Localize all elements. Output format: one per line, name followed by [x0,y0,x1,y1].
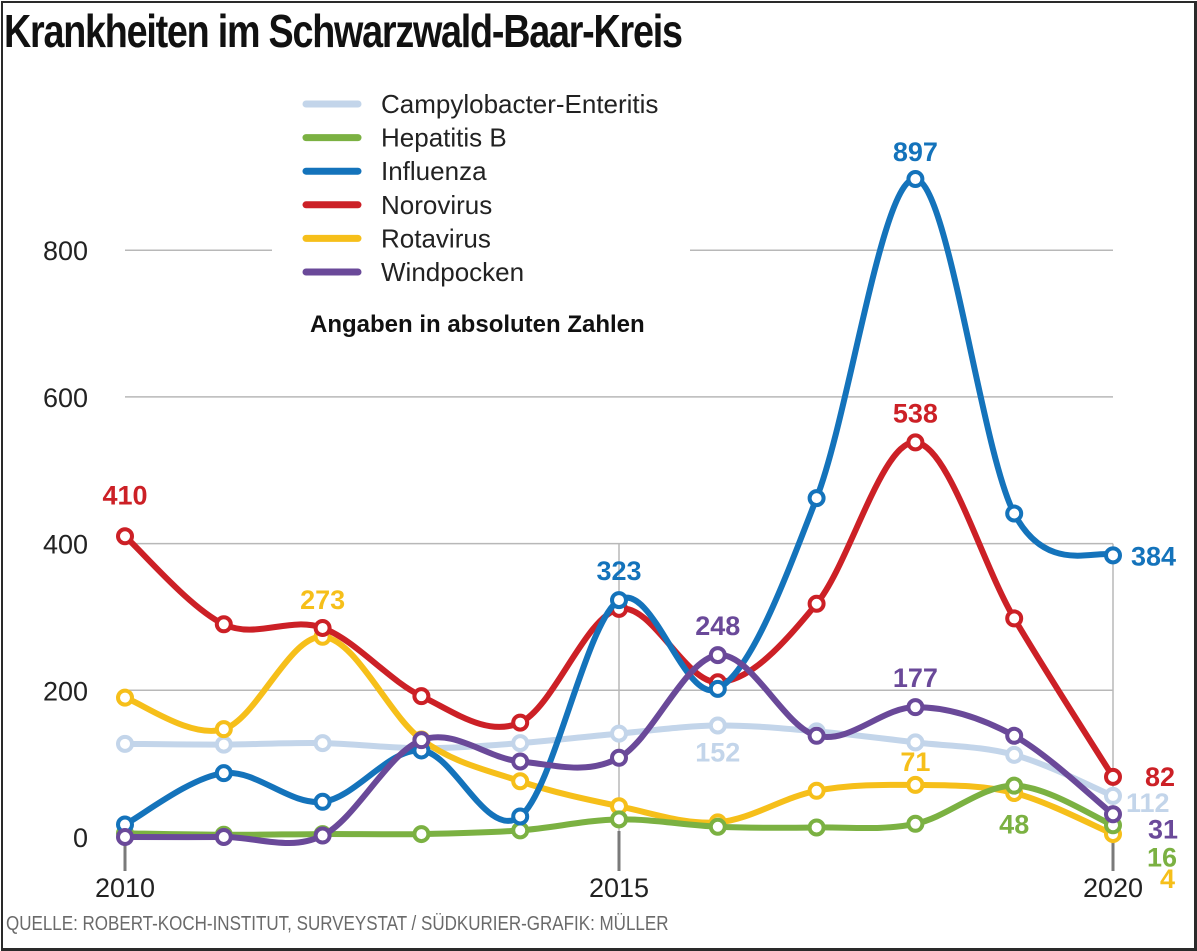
data-label: 538 [893,398,938,428]
legend-label: Hepatitis B [381,123,507,153]
y-tick-label: 0 [73,823,88,853]
legend-label: Norovirus [381,190,492,220]
source-note: QUELLE: ROBERT-KOCH-INSTITUT, SURVEYSTAT… [6,913,669,935]
data-point [708,646,727,665]
x-tick-label: 2020 [1083,873,1143,903]
data-point [1104,546,1122,565]
data-labels: 410 273 323 248 152 897 538 177 71 48 384 821123116… [102,137,1178,894]
data-point [807,489,826,508]
series-lines [116,170,1122,847]
series-hepatitis-b [116,776,1122,844]
y-tick-label: 400 [43,530,88,560]
data-point [313,618,332,637]
data-point [1005,609,1024,628]
data-point [511,713,530,732]
data-point [906,170,925,189]
data-label: 384 [1131,541,1176,571]
data-label: 897 [893,137,938,167]
data-point [807,726,826,745]
series-windpocken [116,646,1122,847]
data-point [214,615,233,634]
data-point [313,826,332,845]
data-point [116,688,134,707]
data-point [1005,726,1024,745]
data-point [906,775,925,794]
data-point [511,807,530,826]
data-label: 177 [893,663,938,693]
data-point [610,748,628,767]
data-label: 48 [999,810,1029,840]
series-line-windpocken [122,652,1116,847]
data-point [116,828,134,846]
y-tick-label: 800 [43,236,88,266]
legend-label: Campylobacter-Enteritis [381,89,658,119]
data-label: 112 [1126,788,1170,818]
legend: Campylobacter-Enteritis Hepatitis BInflue… [302,89,658,287]
data-label: 82 [1145,762,1175,792]
data-point [708,679,727,698]
series-line-rotavirus [122,633,1116,838]
data-point [412,825,431,844]
data-point [511,734,530,753]
x-tick-label: 2010 [95,873,155,903]
data-point [1104,767,1122,786]
data-point [214,828,233,846]
data-label: 152 [695,738,740,768]
data-point [1104,786,1122,805]
data-point [116,527,134,546]
data-point [906,733,925,752]
data-point [313,734,332,753]
data-point [1005,504,1024,523]
data-point [1005,745,1024,764]
legend-label: Windpocken [381,257,524,287]
data-point [708,817,727,836]
data-point [906,814,925,833]
data-point [807,818,826,837]
y-tick-label: 200 [43,676,88,706]
data-point [116,734,134,753]
chart-title: Krankheiten im Schwarzwald-Baar-Kreis [4,5,683,57]
legend-label: Rotavirus [381,223,491,253]
series-line-norovirus [122,439,1116,780]
data-point [807,594,826,613]
legend-label: Influenza [381,156,487,186]
data-point [708,716,727,735]
data-point [214,764,233,783]
data-label: 4 [1160,864,1175,894]
data-point [214,720,233,739]
data-point [610,591,628,610]
data-point [313,792,332,811]
data-point [511,752,530,771]
chart-subtitle: Angaben in absoluten Zahlen [310,311,645,338]
y-tick-label: 600 [43,383,88,413]
data-label: 323 [596,556,641,586]
data-label: 273 [300,585,345,615]
data-label: 410 [102,480,147,510]
data-label: 31 [1148,814,1178,844]
data-point [906,433,925,452]
data-point [610,724,628,743]
data-point [511,821,530,840]
data-point [412,731,431,750]
data-point [412,687,431,706]
axis-ticks: 0 200 400 600 800 2010 2015 2020 [43,236,1143,903]
data-point [610,810,628,829]
data-point [1005,776,1024,795]
data-label: 71 [900,747,930,777]
data-point [511,772,530,791]
data-point [807,781,826,800]
data-point [1104,805,1122,824]
x-tick-label: 2015 [589,873,649,903]
data-label: 248 [695,611,740,641]
data-label: 16 [1147,842,1177,872]
data-point [906,698,925,717]
data-point [214,735,233,754]
